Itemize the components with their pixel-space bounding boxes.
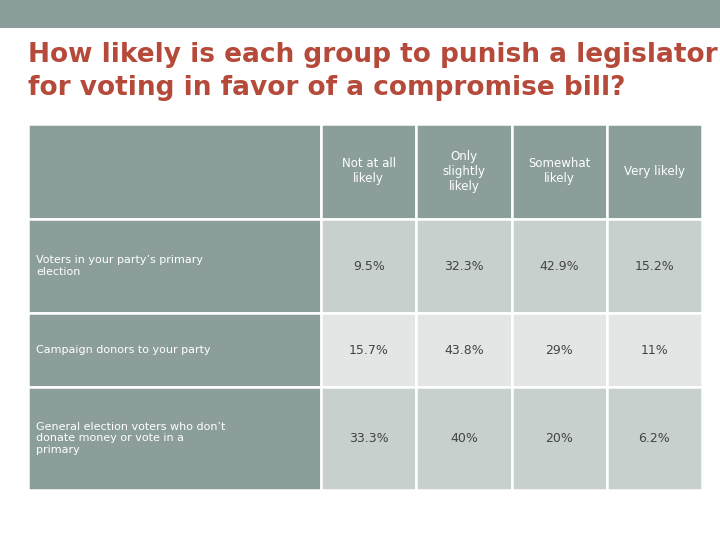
Bar bbox=[28, 219, 321, 313]
Bar bbox=[321, 219, 416, 313]
Text: Not at all
likely: Not at all likely bbox=[342, 157, 396, 185]
Bar bbox=[0, 0, 720, 28]
Text: General election voters who don’t
donate money or vote in a
primary: General election voters who don’t donate… bbox=[36, 422, 225, 455]
Bar bbox=[607, 124, 702, 219]
Text: Only
slightly
likely: Only slightly likely bbox=[443, 150, 485, 193]
Text: 20%: 20% bbox=[545, 432, 573, 445]
Bar bbox=[607, 313, 702, 387]
Text: 43.8%: 43.8% bbox=[444, 343, 484, 356]
Bar bbox=[416, 313, 512, 387]
Bar bbox=[28, 313, 321, 387]
Text: 29%: 29% bbox=[545, 343, 573, 356]
Text: 33.3%: 33.3% bbox=[349, 432, 389, 445]
Bar bbox=[607, 219, 702, 313]
Text: 11%: 11% bbox=[641, 343, 668, 356]
Bar bbox=[321, 124, 416, 219]
Text: How likely is each group to punish a legislator
for voting in favor of a comprom: How likely is each group to punish a leg… bbox=[28, 42, 718, 101]
Text: 40%: 40% bbox=[450, 432, 478, 445]
Bar bbox=[512, 313, 607, 387]
Bar bbox=[416, 219, 512, 313]
Text: Voters in your party’s primary
election: Voters in your party’s primary election bbox=[36, 255, 203, 277]
Text: 32.3%: 32.3% bbox=[444, 260, 484, 273]
Text: 9.5%: 9.5% bbox=[353, 260, 384, 273]
Bar bbox=[28, 124, 321, 219]
Bar bbox=[28, 387, 321, 490]
Bar bbox=[512, 124, 607, 219]
Text: Campaign donors to your party: Campaign donors to your party bbox=[36, 345, 211, 355]
Text: 15.7%: 15.7% bbox=[349, 343, 389, 356]
Text: 6.2%: 6.2% bbox=[639, 432, 670, 445]
Bar bbox=[321, 387, 416, 490]
Text: 15.2%: 15.2% bbox=[634, 260, 674, 273]
Bar bbox=[416, 124, 512, 219]
Bar bbox=[512, 219, 607, 313]
Bar bbox=[512, 387, 607, 490]
Bar bbox=[607, 387, 702, 490]
Bar bbox=[321, 313, 416, 387]
Bar bbox=[416, 387, 512, 490]
Text: Very likely: Very likely bbox=[624, 165, 685, 178]
Text: 42.9%: 42.9% bbox=[539, 260, 579, 273]
Text: Somewhat
likely: Somewhat likely bbox=[528, 157, 590, 185]
